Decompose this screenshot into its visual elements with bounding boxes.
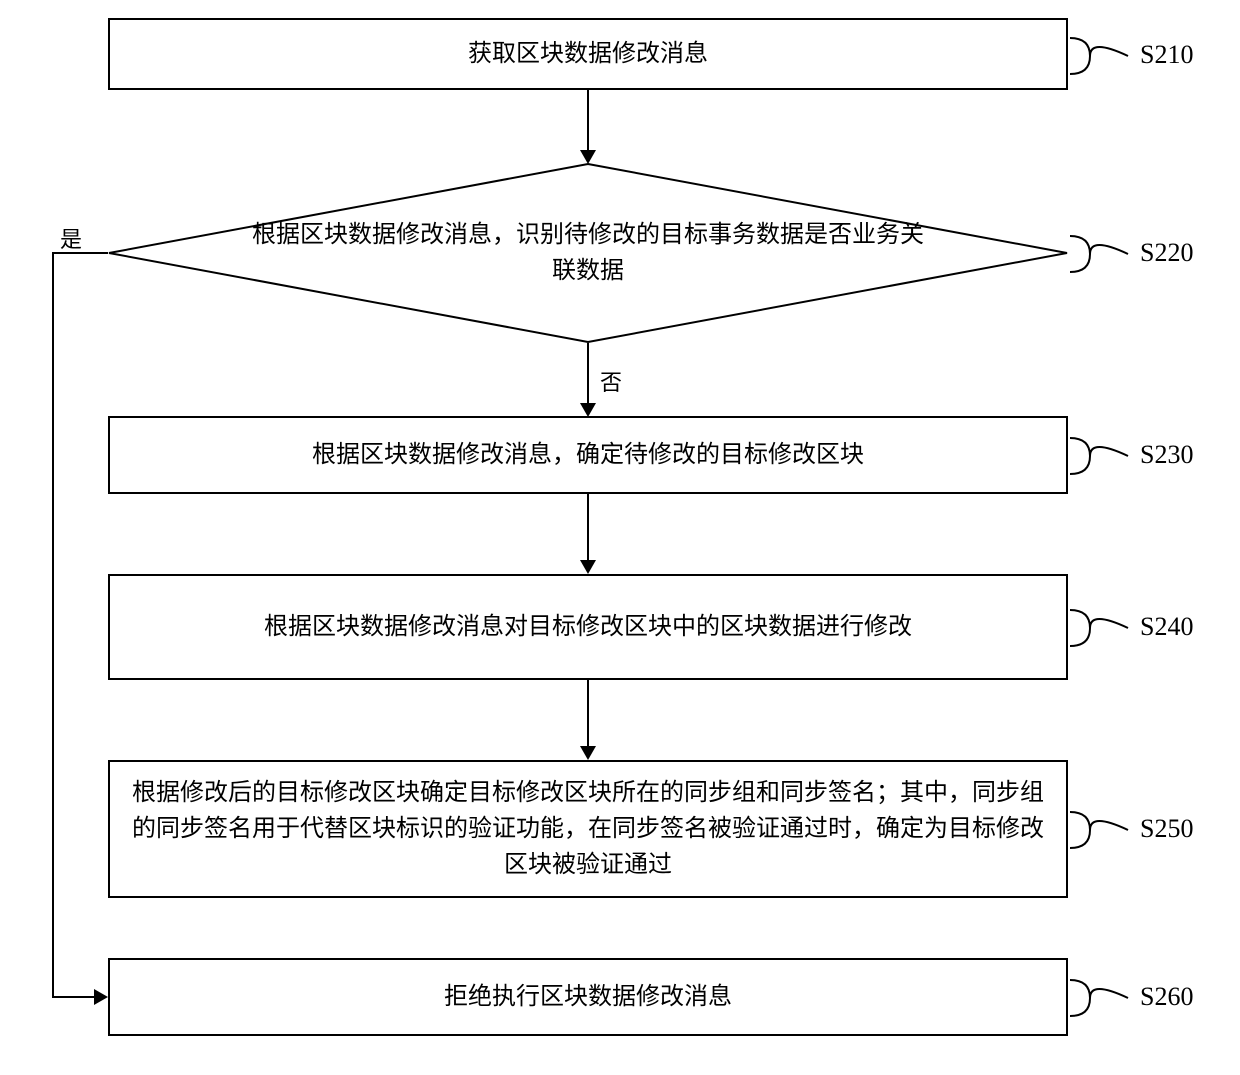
label-s220: S220 xyxy=(1140,238,1193,268)
arrowhead xyxy=(580,403,596,417)
brace-s260 xyxy=(1068,978,1130,1018)
arrowhead xyxy=(580,746,596,760)
node-s250: 根据修改后的目标修改区块确定目标修改区块所在的同步组和同步签名；其中，同步组的同… xyxy=(108,760,1068,898)
node-s220: 根据区块数据修改消息，识别待修改的目标事务数据是否业务关联数据 xyxy=(108,163,1068,343)
label-s240: S240 xyxy=(1140,612,1193,642)
edge-label-yes: 是 xyxy=(60,222,82,254)
brace-s250 xyxy=(1068,810,1130,850)
brace-s240 xyxy=(1068,608,1130,648)
edge-s230-s240 xyxy=(587,494,589,562)
flowchart-canvas: 获取区块数据修改消息 根据区块数据修改消息，识别待修改的目标事务数据是否业务关联… xyxy=(0,0,1240,1075)
label-s250: S250 xyxy=(1140,814,1193,844)
brace-s230 xyxy=(1068,436,1130,476)
label-s260: S260 xyxy=(1140,982,1193,1012)
node-s240: 根据区块数据修改消息对目标修改区块中的区块数据进行修改 xyxy=(108,574,1068,680)
arrowhead xyxy=(580,150,596,164)
label-s230: S230 xyxy=(1140,440,1193,470)
node-s250-text: 根据修改后的目标修改区块确定目标修改区块所在的同步组和同步签名；其中，同步组的同… xyxy=(130,775,1046,883)
arrowhead xyxy=(580,560,596,574)
node-s220-text: 根据区块数据修改消息，识别待修改的目标事务数据是否业务关联数据 xyxy=(248,217,928,289)
node-s230-text: 根据区块数据修改消息，确定待修改的目标修改区块 xyxy=(312,437,864,473)
edge-label-no: 否 xyxy=(600,365,622,397)
node-s240-text: 根据区块数据修改消息对目标修改区块中的区块数据进行修改 xyxy=(264,609,912,645)
edge-s220-s260-h2 xyxy=(52,996,96,998)
node-s260: 拒绝执行区块数据修改消息 xyxy=(108,958,1068,1036)
edge-s220-s230 xyxy=(587,343,589,405)
edge-s210-s220 xyxy=(587,90,589,152)
node-s210: 获取区块数据修改消息 xyxy=(108,18,1068,90)
brace-s210 xyxy=(1068,36,1130,76)
node-s230: 根据区块数据修改消息，确定待修改的目标修改区块 xyxy=(108,416,1068,494)
brace-s220 xyxy=(1068,234,1130,274)
edge-s220-s260-v xyxy=(52,252,54,996)
arrowhead xyxy=(94,989,108,1005)
node-s260-text: 拒绝执行区块数据修改消息 xyxy=(444,979,732,1015)
label-s210: S210 xyxy=(1140,40,1193,70)
node-s210-text: 获取区块数据修改消息 xyxy=(468,36,708,72)
edge-s240-s250 xyxy=(587,680,589,748)
